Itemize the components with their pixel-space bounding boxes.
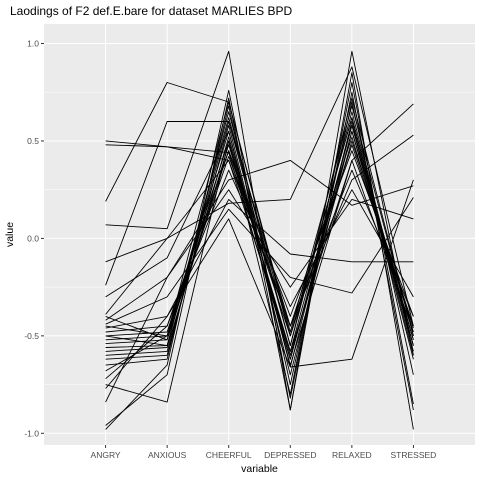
series-line: [105, 179, 414, 389]
series-line: [105, 156, 414, 372]
series-line: [105, 144, 414, 341]
series-line: [105, 121, 414, 347]
x-tick-label: ANXIOUS: [148, 450, 187, 460]
x-tick-label: RELAXED: [332, 450, 372, 460]
x-tick-label: CHEERFUL: [206, 450, 252, 460]
chart-title: Laodings of F2 def.E.bare for dataset MA…: [10, 4, 292, 18]
x-tick-label: ANGRY: [91, 450, 121, 460]
series-line: [105, 150, 414, 333]
series-line: [105, 82, 414, 405]
series-line: [105, 159, 414, 321]
series-line: [105, 117, 414, 356]
y-tick-label: 0.5: [27, 136, 39, 146]
x-tick-label: DEPRESSED: [264, 450, 316, 460]
series-line: [105, 189, 414, 403]
series-line: [105, 101, 414, 337]
grid-minor: [44, 91, 475, 385]
y-tick-label: -0.5: [24, 331, 39, 341]
x-axis: ANGRY ANXIOUS CHEERFUL DEPRESSED RELAXED STRE…: [91, 445, 437, 460]
series-line: [105, 50, 414, 411]
series-line: [105, 66, 414, 327]
y-tick-label: 0.0: [27, 233, 39, 243]
x-axis-title: variable: [241, 463, 278, 475]
y-axis: -1.0 -0.5 0.0 0.5 1.0: [24, 38, 44, 438]
series-lines: [105, 50, 414, 430]
series-line: [105, 72, 414, 430]
y-axis-title: value: [4, 222, 16, 247]
series-line: [105, 111, 414, 352]
x-tick-label: STRESSED: [391, 450, 437, 460]
y-tick-label: -1.0: [24, 428, 39, 438]
y-tick-label: 1.0: [27, 38, 39, 48]
